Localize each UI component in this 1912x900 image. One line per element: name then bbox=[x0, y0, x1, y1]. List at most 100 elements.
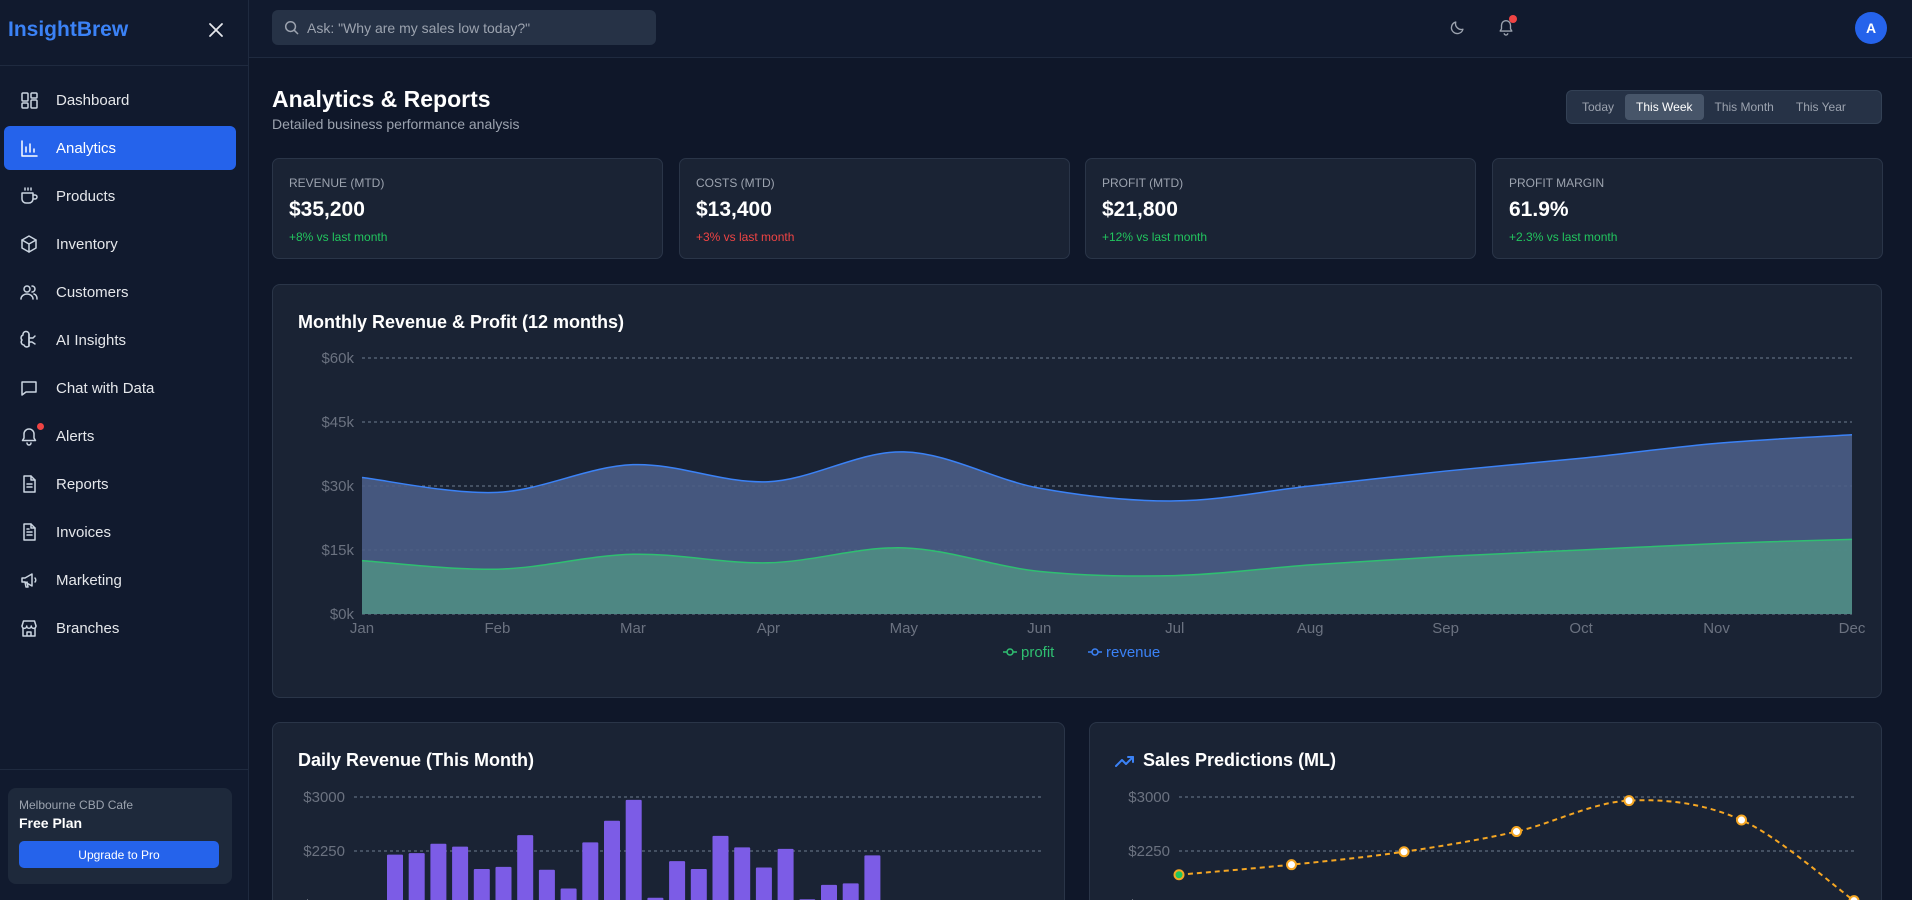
sidebar-item-inventory[interactable]: Inventory bbox=[4, 222, 236, 266]
revenue-line bbox=[361, 434, 1853, 502]
bar bbox=[430, 843, 447, 900]
sidebar-item-label: Analytics bbox=[56, 139, 117, 157]
sidebar-item-invoices[interactable]: Invoices bbox=[4, 510, 236, 554]
sidebar-nav: Dashboard Analytics Products Inventory Custo… bbox=[4, 78, 236, 654]
bell-icon bbox=[1499, 20, 1513, 36]
data-point bbox=[1848, 895, 1860, 900]
megaphone-icon bbox=[16, 567, 42, 593]
data-point bbox=[1511, 826, 1522, 838]
y-tick-label: $1500 bbox=[303, 897, 345, 900]
x-tick-label: Feb bbox=[485, 620, 511, 637]
legend-label: revenue bbox=[1106, 644, 1160, 661]
stat-label: Costs (MTD) bbox=[696, 176, 775, 190]
prediction-line bbox=[1178, 799, 1855, 900]
search-icon bbox=[284, 20, 299, 35]
stat-value: $13,400 bbox=[696, 198, 772, 221]
x-tick-label: Nov bbox=[1703, 620, 1730, 637]
stat-card-profit: Profit (MTD) $21,800 +12% vs last month bbox=[1085, 158, 1476, 259]
data-point bbox=[1173, 869, 1185, 881]
daily-revenue-chart: $3000 $2250 $1500 bbox=[303, 789, 1043, 900]
data-point bbox=[1398, 846, 1410, 858]
bar bbox=[452, 846, 469, 900]
stat-card-costs: Costs (MTD) $13,400 +3% vs last month bbox=[679, 158, 1070, 259]
brand-logo[interactable]: InsightBrew bbox=[8, 18, 129, 41]
legend-item-profit: profit bbox=[1003, 644, 1055, 661]
sidebar-item-customers[interactable]: Customers bbox=[4, 270, 236, 314]
bar bbox=[842, 883, 859, 900]
stat-value: 61.9% bbox=[1509, 198, 1569, 221]
range-option-this-week[interactable]: This Week bbox=[1625, 94, 1704, 120]
sidebar-item-branches[interactable]: Branches bbox=[4, 606, 236, 650]
invoice-icon bbox=[16, 519, 42, 545]
coffee-cup-icon bbox=[16, 183, 42, 209]
daily-revenue-chart-card: Daily Revenue (This Month) $3000 $2250 $15… bbox=[272, 722, 1065, 900]
y-tick-label: $60k bbox=[321, 350, 354, 367]
page-title: Analytics & Reports bbox=[272, 86, 491, 112]
stat-change: +3% vs last month bbox=[696, 230, 795, 244]
y-tick-label: $3000 bbox=[303, 789, 345, 806]
bar bbox=[387, 854, 403, 900]
bar bbox=[864, 855, 881, 900]
bar bbox=[821, 884, 837, 900]
moon-icon bbox=[1450, 21, 1464, 35]
chart-title: Monthly Revenue & Profit (12 months) bbox=[298, 312, 625, 332]
document-icon bbox=[16, 471, 42, 497]
profit-area bbox=[362, 539, 1852, 614]
sidebar-item-chat-with-data[interactable]: Chat with Data bbox=[4, 366, 236, 410]
monthly-revenue-chart-card: Monthly Revenue & Profit (12 months) $0k… bbox=[272, 284, 1882, 698]
sidebar-item-dashboard[interactable]: Dashboard bbox=[4, 78, 236, 122]
plan-card: Melbourne CBD Cafe Free Plan Upgrade to … bbox=[8, 788, 232, 884]
stat-change: +12% vs last month bbox=[1102, 230, 1208, 244]
sidebar-item-marketing[interactable]: Marketing bbox=[4, 558, 236, 602]
notification-badge bbox=[1509, 15, 1517, 23]
theme-toggle-button[interactable] bbox=[1446, 15, 1470, 39]
range-option-today[interactable]: Today bbox=[1582, 100, 1615, 114]
sidebar-item-label: Inventory bbox=[56, 235, 118, 253]
x-tick-label: Jul bbox=[1165, 620, 1184, 637]
search-input[interactable]: Ask: "Why are my sales low today?" bbox=[272, 10, 656, 45]
stat-card-revenue: Revenue (MTD) $35,200 +8% vs last month bbox=[272, 158, 663, 259]
profit-line bbox=[361, 538, 1853, 577]
page-subtitle: Detailed business performance analysis bbox=[272, 116, 520, 132]
store-icon bbox=[16, 615, 42, 641]
x-tick-label: Dec bbox=[1839, 620, 1866, 637]
data-point bbox=[1623, 795, 1635, 807]
sidebar-item-products[interactable]: Products bbox=[4, 174, 236, 218]
notifications-button[interactable] bbox=[1494, 15, 1518, 39]
avatar[interactable]: A bbox=[1855, 12, 1887, 44]
bar bbox=[669, 861, 686, 900]
sidebar-item-label: Branches bbox=[56, 619, 120, 637]
x-tick-label: May bbox=[890, 620, 919, 637]
sidebar: InsightBrew Dashboard Analytics Products In… bbox=[0, 0, 249, 900]
sidebar-item-label: AI Insights bbox=[56, 331, 127, 349]
sidebar-item-reports[interactable]: Reports bbox=[4, 462, 236, 506]
users-icon bbox=[16, 279, 42, 305]
x-tick-label: Jun bbox=[1027, 620, 1051, 637]
chart-title: Sales Predictions (ML) bbox=[1115, 750, 1336, 771]
data-point bbox=[1286, 859, 1297, 871]
sidebar-item-label: Reports bbox=[56, 475, 109, 493]
upgrade-button[interactable]: Upgrade to Pro bbox=[19, 841, 219, 868]
bar bbox=[625, 799, 642, 900]
sidebar-item-analytics[interactable]: Analytics bbox=[4, 126, 236, 170]
dashboard-icon bbox=[16, 87, 42, 113]
bar bbox=[755, 867, 772, 900]
sidebar-item-alerts[interactable]: Alerts bbox=[4, 414, 236, 458]
x-tick-label: Jan bbox=[350, 620, 374, 637]
sidebar-item-ai-insights[interactable]: AI Insights bbox=[4, 318, 236, 362]
range-option-this-month[interactable]: This Month bbox=[1714, 100, 1774, 114]
y-tick-label: $3000 bbox=[1128, 789, 1170, 806]
sidebar-item-label: Products bbox=[56, 187, 116, 205]
range-option-this-year[interactable]: This Year bbox=[1795, 100, 1846, 114]
y-tick-label: $2250 bbox=[303, 843, 345, 860]
bar bbox=[517, 835, 534, 900]
x-tick-label: Mar bbox=[620, 620, 646, 637]
legend-swatch-marker bbox=[1006, 648, 1014, 656]
stat-card-profit-margin: Profit Margin 61.9% +2.3% vs last month bbox=[1492, 158, 1883, 259]
bar bbox=[473, 869, 490, 900]
stat-change: +8% vs last month bbox=[289, 230, 388, 244]
search-placeholder: Ask: "Why are my sales low today?" bbox=[307, 19, 531, 36]
close-sidebar-button[interactable] bbox=[204, 18, 228, 42]
box-icon bbox=[16, 231, 42, 257]
stat-value: $21,800 bbox=[1102, 198, 1178, 221]
